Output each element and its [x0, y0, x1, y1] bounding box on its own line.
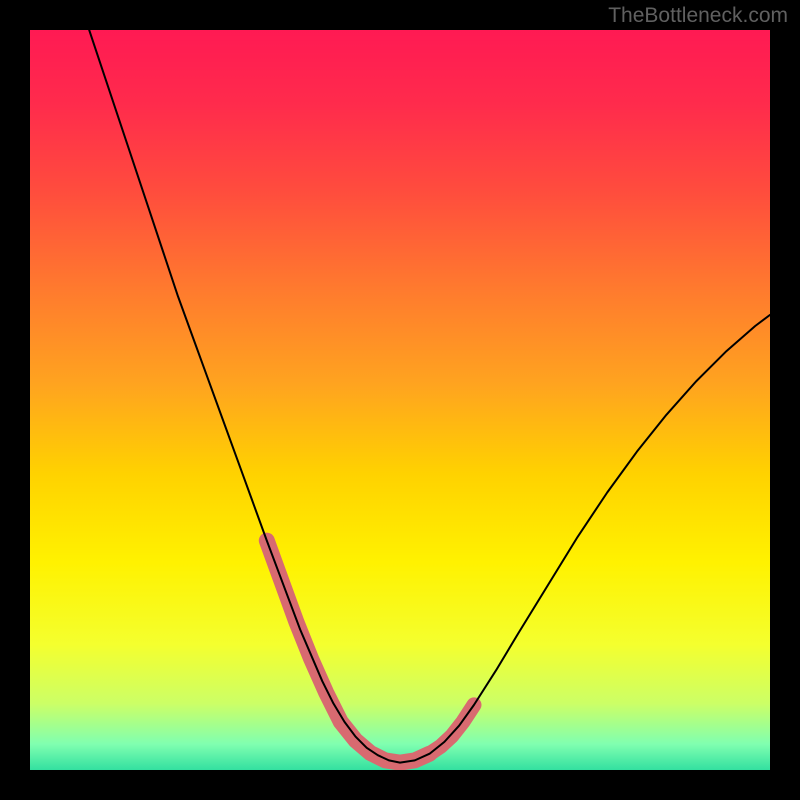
- bottleneck-curve-plot: [30, 30, 770, 770]
- plot-background: [30, 30, 770, 770]
- chart-container: TheBottleneck.com: [0, 0, 800, 800]
- watermark-text: TheBottleneck.com: [608, 4, 788, 28]
